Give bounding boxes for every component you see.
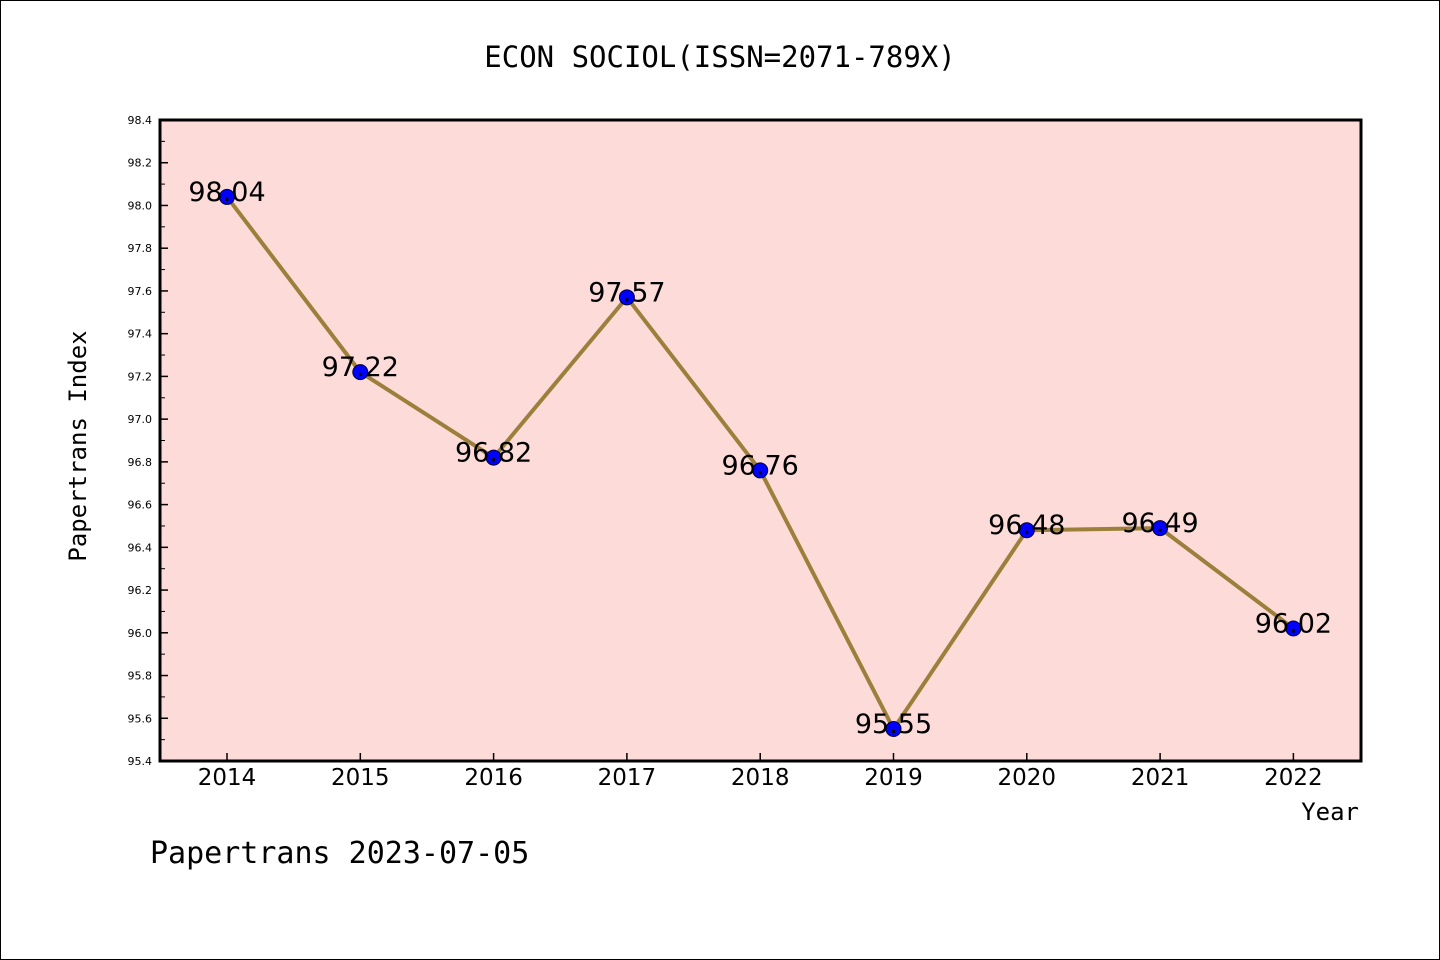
- data-label: 96.76: [722, 450, 799, 481]
- data-point: [219, 188, 235, 205]
- data-point: [352, 364, 369, 381]
- y-axis: 95.4 95.6 95.8 96.0 96.2 96.4 96.6 96.8 97.0 97.2…: [128, 114, 168, 768]
- data-label: 96.48: [988, 510, 1065, 541]
- x-tick-label: 2022: [1264, 765, 1323, 791]
- y-tick-label: 96.2: [128, 584, 153, 597]
- x-axis-label: Year: [1301, 798, 1359, 826]
- y-tick-label: 96.4: [128, 541, 153, 554]
- data-point: [618, 289, 635, 306]
- data-point: [1285, 620, 1302, 637]
- y-tick-label: 97.4: [128, 328, 153, 341]
- y-tick-label: 97.2: [128, 370, 153, 383]
- y-tick-label: 96.6: [128, 499, 153, 512]
- data-point: [885, 720, 902, 737]
- data-point: [1018, 522, 1035, 539]
- data-label: 97.57: [588, 277, 665, 308]
- y-tick-label: 98.2: [128, 157, 153, 170]
- data-label: 96.02: [1255, 609, 1332, 640]
- x-axis: 2014 2015 2016 2017 2018 2019 2020 2021 2022: [198, 753, 1323, 791]
- x-tick-label: 2021: [1131, 765, 1190, 791]
- y-tick-label: 98.4: [128, 114, 153, 127]
- data-label: 98.04: [188, 177, 265, 208]
- y-tick-label: 97.0: [128, 413, 153, 426]
- footer-credit: Papertrans 2023-07-05: [150, 836, 529, 871]
- y-tick-label: 96.8: [128, 456, 153, 469]
- y-tick-label: 95.4: [128, 755, 153, 768]
- data-series: 98.04 97.22 96.82 97.57 96.76 95.55 96.48 96.49…: [188, 177, 1332, 740]
- y-tick-label: 97.8: [128, 242, 153, 255]
- data-label: 95.55: [855, 709, 932, 740]
- data-label: 96.82: [455, 438, 532, 469]
- x-tick-label: 2016: [464, 765, 523, 791]
- x-tick-label: 2019: [864, 765, 923, 791]
- x-tick-label: 2020: [998, 765, 1057, 791]
- y-tick-label: 95.8: [128, 670, 153, 683]
- chart-title: ECON SOCIOL(ISSN=2071-789X): [484, 40, 955, 74]
- data-label: 97.22: [322, 352, 399, 383]
- y-tick-label: 98.0: [128, 199, 153, 212]
- plot-area: [158, 118, 1363, 763]
- data-label: 96.49: [1121, 508, 1198, 539]
- x-tick-label: 2014: [198, 765, 257, 791]
- data-point: [752, 462, 769, 479]
- y-axis-label: Papertrans Index: [64, 330, 92, 561]
- y-tick-label: 97.6: [128, 285, 153, 298]
- x-tick-label: 2017: [598, 765, 657, 791]
- x-tick-label: 2018: [731, 765, 790, 791]
- data-point: [1152, 520, 1169, 537]
- y-tick-label: 95.6: [128, 712, 153, 725]
- y-tick-label: 96.0: [128, 627, 153, 640]
- x-tick-label: 2015: [331, 765, 390, 791]
- data-point: [485, 449, 502, 466]
